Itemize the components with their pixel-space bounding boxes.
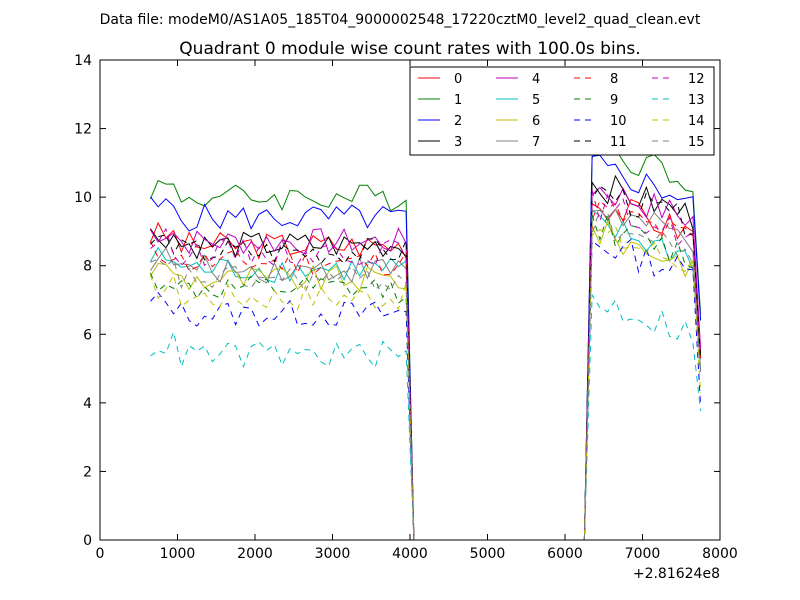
- series-line-9: [149, 213, 702, 541]
- series-line-5: [149, 209, 702, 541]
- legend-label-10: 10: [610, 114, 627, 129]
- y-tick-label: 12: [74, 122, 92, 138]
- y-tick-label: 4: [83, 396, 92, 412]
- series-line-10: [150, 238, 702, 541]
- y-tick-label: 6: [83, 327, 92, 343]
- series-line-14: [149, 225, 702, 541]
- legend-label-6: 6: [532, 114, 540, 129]
- axes-frame: [99, 59, 721, 541]
- series-line-12: [150, 189, 702, 541]
- x-tick-label: 2000: [237, 546, 273, 562]
- x-tick-label: 8000: [702, 546, 738, 562]
- x-tick-label: 0: [96, 546, 105, 562]
- plot-area: [149, 143, 702, 541]
- y-tick-label: 0: [83, 533, 92, 549]
- series-line-1: [149, 143, 702, 541]
- figure-supertitle: Data file: modeM0/AS1A05_185T04_90000025…: [100, 12, 701, 28]
- legend-label-1: 1: [454, 93, 462, 108]
- x-tick-label: 3000: [315, 546, 351, 562]
- legend-label-8: 8: [610, 72, 618, 87]
- legend-label-5: 5: [532, 93, 540, 108]
- series-line-13: [150, 293, 702, 541]
- legend-label-12: 12: [688, 72, 705, 87]
- legend-label-2: 2: [454, 114, 462, 129]
- legend-label-11: 11: [610, 135, 627, 150]
- legend-box: [409, 66, 715, 156]
- x-tick-label: 1000: [160, 546, 196, 562]
- legend-label-14: 14: [688, 114, 705, 129]
- x-axis-offset-label: +2.81624e8: [633, 566, 720, 582]
- legend-label-15: 15: [688, 135, 705, 150]
- series-line-15: [150, 209, 702, 541]
- y-tick-label: 10: [74, 190, 92, 206]
- legend-label-3: 3: [454, 135, 462, 150]
- legend-label-9: 9: [610, 93, 618, 108]
- x-tick-label: 4000: [392, 546, 428, 562]
- chart-title: Quadrant 0 module wise count rates with …: [179, 39, 640, 59]
- y-tick-label: 2: [83, 464, 92, 480]
- legend-label-0: 0: [454, 72, 462, 87]
- series-line-8: [149, 200, 702, 541]
- legend-label-13: 13: [688, 93, 705, 108]
- legend-label-4: 4: [532, 72, 540, 87]
- axis-ticks: 0 1000 2000 3000 4000 5000 6000 7000 80000246810…: [74, 53, 738, 562]
- series-line-7: [149, 208, 702, 541]
- series-line-11: [150, 185, 702, 541]
- y-tick-label: 14: [74, 53, 92, 69]
- x-tick-label: 5000: [470, 546, 506, 562]
- x-tick-label: 7000: [625, 546, 661, 562]
- y-tick-label: 8: [83, 259, 92, 275]
- x-tick-label: 6000: [547, 546, 583, 562]
- series-line-4: [149, 186, 702, 541]
- legend-label-7: 7: [532, 135, 540, 150]
